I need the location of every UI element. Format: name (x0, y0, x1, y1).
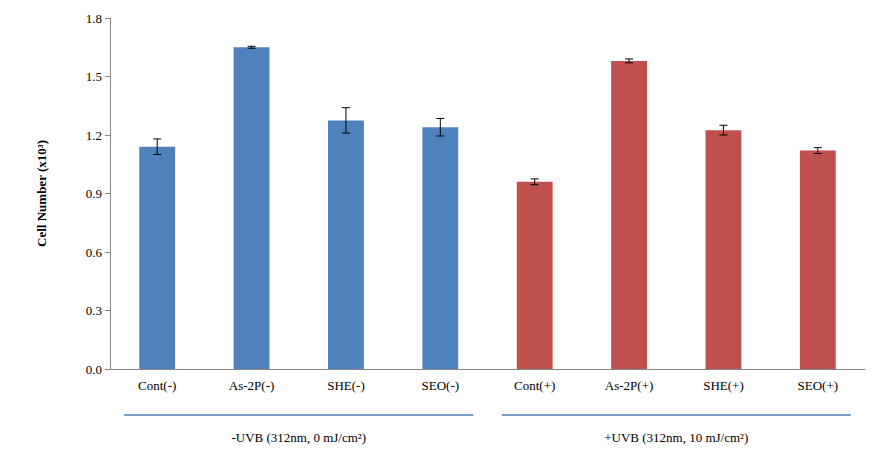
svg-text:1.2: 1.2 (86, 128, 102, 143)
svg-text:SHE(+): SHE(+) (703, 378, 744, 393)
svg-text:0.9: 0.9 (86, 186, 102, 201)
svg-text:SEO(+): SEO(+) (798, 378, 839, 393)
svg-text:As-2P(+): As-2P(+) (605, 378, 654, 393)
svg-text:0.6: 0.6 (86, 245, 103, 260)
svg-text:Cont(+): Cont(+) (514, 378, 555, 393)
svg-text:-UVB (312nm, 0 mJ/cm²): -UVB (312nm, 0 mJ/cm²) (231, 430, 366, 445)
svg-text:0.3: 0.3 (86, 303, 102, 318)
svg-text:SHE(-): SHE(-) (327, 378, 365, 393)
svg-text:SEO(-): SEO(-) (422, 378, 460, 393)
svg-text:Cell Number (x10³): Cell Number (x10³) (34, 140, 49, 247)
svg-text:As-2P(-): As-2P(-) (229, 378, 275, 393)
svg-text:1.5: 1.5 (86, 69, 102, 84)
svg-text:+UVB (312nm, 10 mJ/cm²): +UVB (312nm, 10 mJ/cm²) (604, 430, 748, 445)
svg-text:0.0: 0.0 (86, 362, 102, 377)
svg-text:Cont(-): Cont(-) (138, 378, 176, 393)
svg-text:1.8: 1.8 (86, 11, 102, 26)
